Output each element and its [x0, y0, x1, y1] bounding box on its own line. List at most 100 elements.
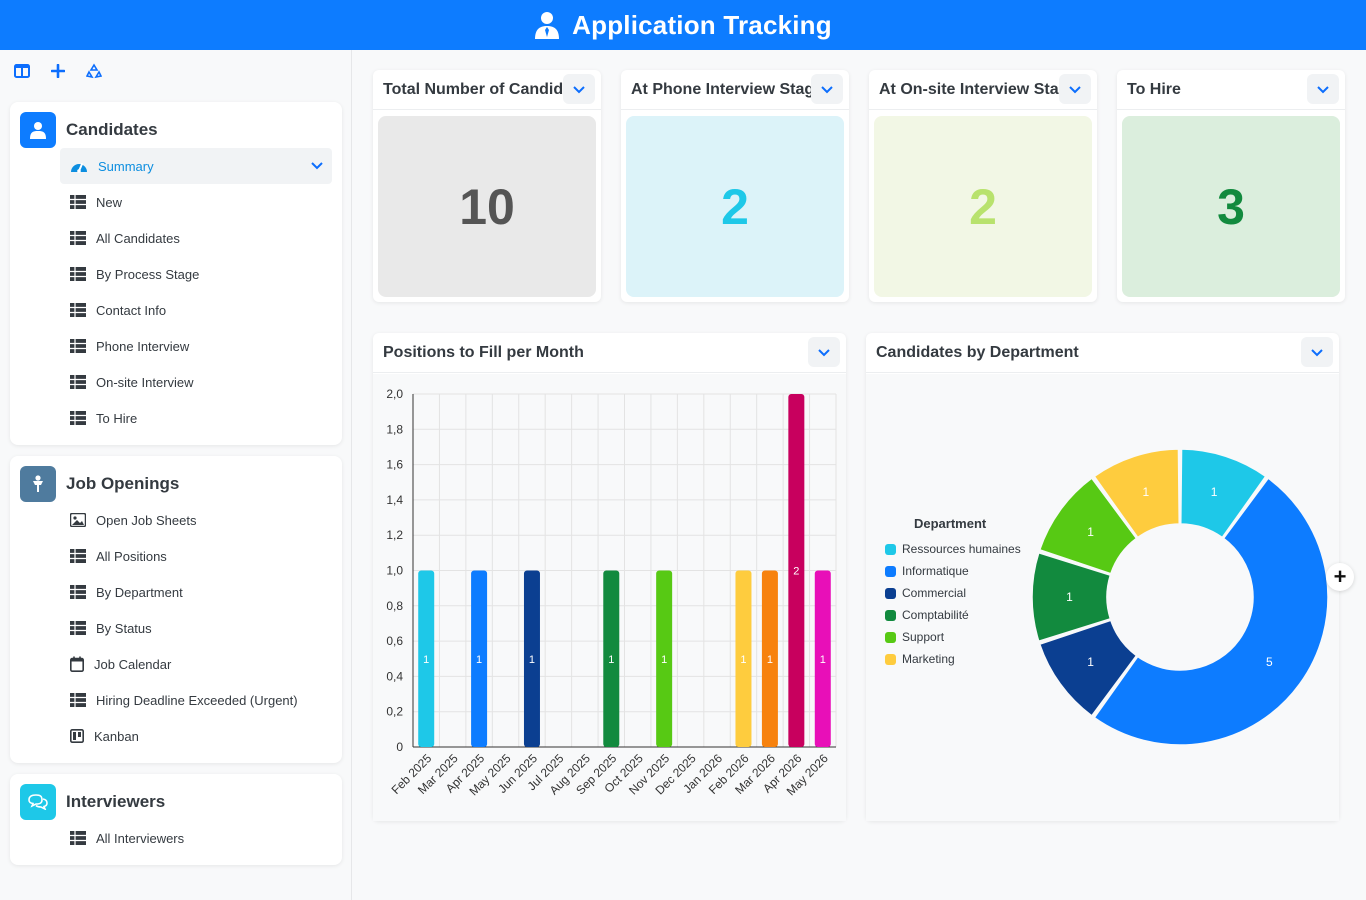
table-icon — [70, 375, 86, 389]
y-tick-label: 0,6 — [386, 634, 403, 648]
person-icon — [20, 466, 56, 502]
legend-item[interactable]: Support — [885, 630, 944, 644]
user-tie-icon — [535, 12, 560, 39]
bar-data-label: 1 — [661, 654, 667, 666]
legend-swatch — [885, 631, 896, 643]
sidebar-item-summary[interactable]: Summary — [60, 148, 332, 184]
kanban-icon — [70, 729, 84, 743]
sidebar-item-contact-info[interactable]: Contact Info — [60, 292, 332, 328]
kpi-value: 2 — [969, 178, 997, 235]
donut-chart: 1 5 1 1 1 1 — [1031, 448, 1329, 746]
chevron-down-icon — [311, 162, 323, 170]
calendar-icon — [70, 656, 84, 672]
chevron-down-icon — [1311, 349, 1323, 357]
kpi-menu-button[interactable] — [1307, 74, 1339, 104]
kpi-value: 2 — [721, 178, 749, 235]
sidebar-item-hiring-deadline-exceeded[interactable]: Hiring Deadline Exceeded (Urgent) — [60, 682, 332, 718]
bar — [761, 570, 778, 747]
y-tick-label: 1,0 — [386, 564, 403, 578]
toggle-sidebar-button[interactable] — [8, 58, 36, 84]
panel-menu-button[interactable] — [808, 337, 840, 367]
kpi-title: To Hire — [1127, 80, 1181, 98]
legend-item[interactable]: Ressources humaines — [885, 542, 1021, 556]
chevron-down-icon — [821, 86, 833, 94]
sidebar-item-by-process-stage[interactable]: By Process Stage — [60, 256, 332, 292]
sidebar-item-label: All Interviewers — [96, 830, 185, 846]
y-tick-label: 2,0 — [386, 387, 403, 401]
legend-swatch — [885, 565, 896, 577]
table-icon — [70, 303, 86, 317]
kpi-onsite-interview: At On-site Interview Sta 2 — [869, 70, 1097, 302]
y-tick-label: 1,6 — [386, 458, 403, 472]
chevron-down-icon — [573, 86, 585, 94]
refresh-button[interactable] — [80, 58, 108, 84]
bar-data-label: 2 — [793, 566, 799, 578]
sidebar-item-all-interviewers[interactable]: All Interviewers — [60, 820, 332, 856]
sidebar-item-onsite-interview[interactable]: On-site Interview — [60, 364, 332, 400]
sidebar-item-job-calendar[interactable]: Job Calendar — [60, 646, 332, 682]
bar — [603, 570, 620, 747]
kpi-title: At Phone Interview Stag — [631, 80, 811, 98]
job-openings-section: Job Openings Open Job Sheets All Positio… — [10, 456, 342, 763]
sidebar-item-label: Open Job Sheets — [96, 512, 197, 528]
sidebar-item-all-candidates[interactable]: All Candidates — [60, 220, 332, 256]
kpi-menu-button[interactable] — [563, 74, 595, 104]
sidebar-item-new[interactable]: New — [60, 184, 332, 220]
bar-data-label: 1 — [767, 654, 773, 666]
sidebar-item-label: By Process Stage — [96, 266, 200, 282]
chevron-down-icon — [1069, 86, 1081, 94]
panel-title: Candidates by Department — [876, 343, 1079, 361]
sidebar-item-label: New — [96, 194, 123, 210]
plus-icon — [51, 64, 65, 78]
y-tick-label: 0 — [396, 740, 403, 754]
job-openings-header[interactable]: Job Openings — [20, 466, 179, 502]
y-tick-label: 1,4 — [386, 493, 403, 507]
sidebar-item-all-positions[interactable]: All Positions — [60, 538, 332, 574]
columns-icon — [14, 64, 30, 78]
sidebar-item-phone-interview[interactable]: Phone Interview — [60, 328, 332, 364]
department-chart-panel: Candidates by Department Department Ress… — [866, 333, 1339, 821]
sidebar-item-by-status[interactable]: By Status — [60, 610, 332, 646]
bar-data-label: 1 — [608, 654, 614, 666]
kpi-menu-button[interactable] — [1059, 74, 1091, 104]
add-widget-button[interactable]: + — [1326, 563, 1354, 591]
candidates-header[interactable]: Candidates — [20, 112, 158, 148]
legend-label: Commercial — [902, 586, 967, 600]
sidebar-item-kanban[interactable]: Kanban — [60, 718, 332, 754]
bar-data-label: 1 — [820, 654, 826, 666]
kpi-phone-interview: At Phone Interview Stag 2 — [621, 70, 849, 302]
table-icon — [70, 231, 86, 245]
sidebar-item-by-department[interactable]: By Department — [60, 574, 332, 610]
legend-item[interactable]: Comptabilité — [885, 608, 969, 622]
interviewers-header[interactable]: Interviewers — [20, 784, 165, 820]
panel-menu-button[interactable] — [1301, 337, 1333, 367]
legend-title: Department — [914, 516, 987, 531]
slice-data-label: 1 — [1087, 655, 1094, 669]
sidebar-item-label: By Department — [96, 584, 183, 600]
table-icon — [70, 339, 86, 353]
sidebar: Candidates Summary New All Candidates By… — [0, 50, 352, 900]
legend-item[interactable]: Marketing — [885, 652, 955, 666]
sidebar-item-to-hire[interactable]: To Hire — [60, 400, 332, 436]
kpi-title: At On-site Interview Sta — [879, 80, 1059, 98]
add-button[interactable] — [44, 58, 72, 84]
kpi-body: 2 — [874, 116, 1092, 297]
kpi-body: 10 — [378, 116, 596, 297]
legend-item[interactable]: Commercial — [885, 586, 966, 600]
bar-data-label: 1 — [423, 654, 429, 666]
chevron-down-icon — [1317, 86, 1329, 94]
bar — [523, 570, 540, 747]
bar-data-label: 1 — [476, 654, 482, 666]
bar — [814, 570, 831, 747]
kpi-menu-button[interactable] — [811, 74, 843, 104]
table-icon — [70, 411, 86, 425]
image-icon — [70, 513, 86, 527]
legend-label: Ressources humaines — [902, 542, 1021, 556]
y-tick-label: 0,2 — [386, 705, 403, 719]
slice-data-label: 1 — [1143, 485, 1150, 499]
sidebar-item-open-job-sheets[interactable]: Open Job Sheets — [60, 502, 332, 538]
legend-swatch — [885, 609, 896, 621]
table-icon — [70, 267, 86, 281]
legend-item[interactable]: Informatique — [885, 564, 969, 578]
